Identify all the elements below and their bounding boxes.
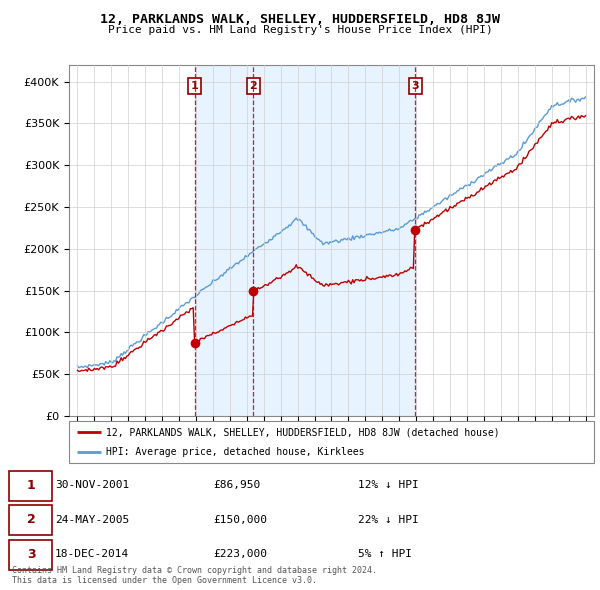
Text: 2: 2: [26, 513, 35, 526]
Text: 1: 1: [191, 81, 199, 91]
Text: 3: 3: [412, 81, 419, 91]
Text: £86,950: £86,950: [214, 480, 261, 490]
FancyBboxPatch shape: [9, 540, 52, 569]
Text: 18-DEC-2014: 18-DEC-2014: [55, 549, 130, 559]
Text: Contains HM Land Registry data © Crown copyright and database right 2024.
This d: Contains HM Land Registry data © Crown c…: [12, 566, 377, 585]
FancyBboxPatch shape: [9, 471, 52, 501]
Text: £223,000: £223,000: [214, 549, 268, 559]
Bar: [194, 65, 253, 416]
Text: 22% ↓ HPI: 22% ↓ HPI: [358, 514, 418, 525]
Text: 12, PARKLANDS WALK, SHELLEY, HUDDERSFIELD, HD8 8JW (detached house): 12, PARKLANDS WALK, SHELLEY, HUDDERSFIEL…: [106, 427, 499, 437]
Text: 12% ↓ HPI: 12% ↓ HPI: [358, 480, 418, 490]
Text: Price paid vs. HM Land Registry's House Price Index (HPI): Price paid vs. HM Land Registry's House …: [107, 25, 493, 35]
Text: 5% ↑ HPI: 5% ↑ HPI: [358, 549, 412, 559]
Text: 24-MAY-2005: 24-MAY-2005: [55, 514, 130, 525]
Text: 30-NOV-2001: 30-NOV-2001: [55, 480, 130, 490]
Text: 12, PARKLANDS WALK, SHELLEY, HUDDERSFIELD, HD8 8JW: 12, PARKLANDS WALK, SHELLEY, HUDDERSFIEL…: [100, 13, 500, 26]
Text: 1: 1: [26, 478, 35, 491]
Text: 3: 3: [26, 548, 35, 560]
Text: 2: 2: [249, 81, 257, 91]
Text: £150,000: £150,000: [214, 514, 268, 525]
Text: HPI: Average price, detached house, Kirklees: HPI: Average price, detached house, Kirk…: [106, 447, 364, 457]
FancyBboxPatch shape: [9, 505, 52, 535]
Bar: [253, 65, 415, 416]
